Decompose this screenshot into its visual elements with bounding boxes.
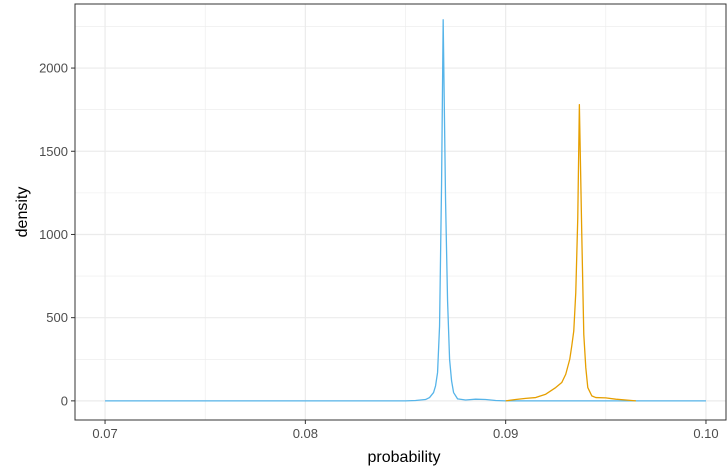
x-tick-label: 0.10 [693, 426, 718, 441]
y-tick-label: 2000 [39, 61, 68, 76]
grid-lines [75, 4, 726, 420]
y-tick-label: 1000 [39, 227, 68, 242]
series-lines [105, 19, 706, 402]
y-tick-label: 1500 [39, 144, 68, 159]
x-tick-label: 0.09 [493, 426, 518, 441]
x-axis-title: probability [368, 449, 441, 466]
x-tick-label: 0.07 [92, 426, 117, 441]
y-tick-label: 500 [46, 310, 68, 325]
y-axis-title: density [14, 187, 31, 238]
axes: 0.07 0.08 0.09 0.10 0 500 1000 1500 2000 [39, 61, 719, 441]
density-line [105, 19, 706, 402]
panel-border [74, 3, 727, 421]
x-tick-label: 0.08 [293, 426, 318, 441]
density-line [505, 104, 636, 402]
y-tick-label: 0 [61, 393, 68, 408]
